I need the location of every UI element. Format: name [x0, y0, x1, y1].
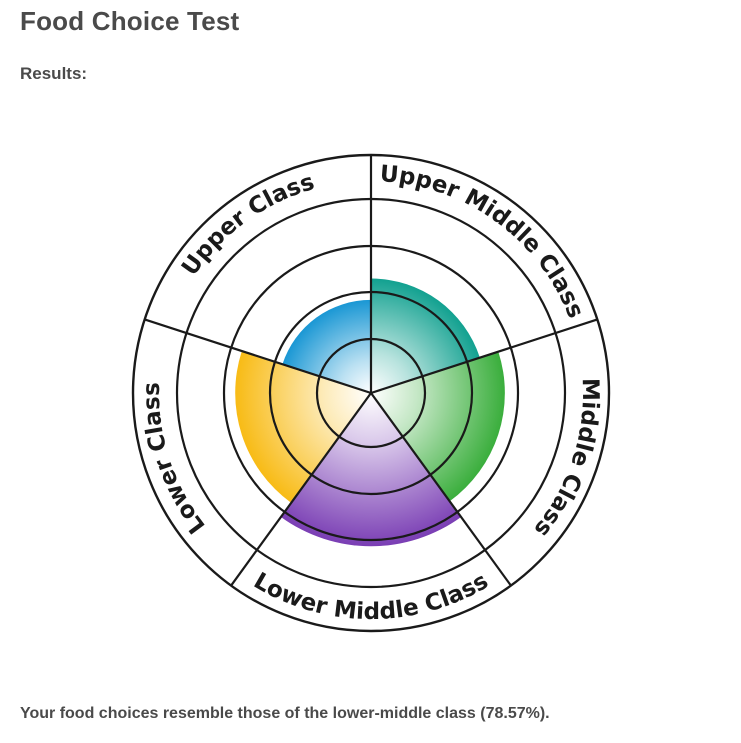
label-upper-class: Upper Class — [177, 169, 317, 280]
spoke-4 — [370, 392, 512, 587]
wedge-lower-middle-class — [280, 393, 462, 547]
spoke-1 — [144, 318, 372, 395]
spoke-5 — [230, 392, 372, 587]
results-label: Results: — [20, 64, 88, 83]
wedge-upper-class — [282, 299, 371, 393]
spoke-3 — [370, 318, 598, 395]
label-lower-class: Lower Class — [139, 382, 211, 538]
chart-spokes — [144, 155, 598, 587]
page-title: Food Choice Test — [20, 6, 240, 36]
result-summary: Your food choices resemble those of the … — [20, 705, 550, 722]
label-middle-class: Middle Class — [529, 378, 604, 542]
wedge-upper-middle-class — [371, 278, 480, 393]
food-choice-chart: Upper Class Upper Middle Class Middle Clas… — [0, 90, 741, 690]
